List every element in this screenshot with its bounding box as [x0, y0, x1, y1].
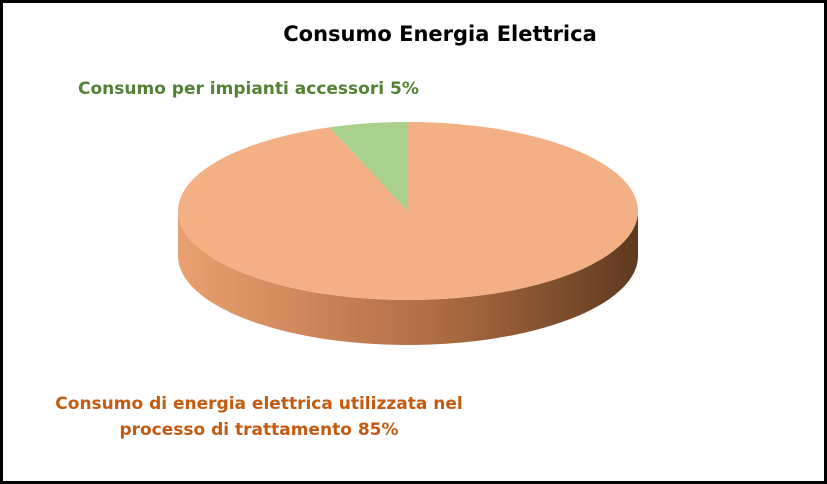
value-label: 5% — [389, 79, 419, 99]
pie-slice — [329, 122, 408, 211]
pie-side — [178, 211, 638, 345]
slice-label: Consumo per impianti accessori 5% — [78, 76, 419, 102]
chart-title: Consumo Energia Elettrica — [283, 22, 597, 46]
value-label: 85% — [357, 420, 399, 440]
category-label: Consumo per impianti accessori — [78, 79, 385, 99]
category-label: Consumo di energia elettrica utilizzata … — [55, 394, 463, 440]
slice-label: Consumo di energia elettrica utilizzata … — [14, 391, 504, 443]
pie-slice — [177, 122, 638, 301]
